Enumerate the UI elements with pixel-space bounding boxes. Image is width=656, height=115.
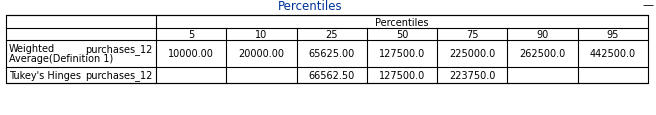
Text: purchases_12: purchases_12 xyxy=(86,70,153,81)
Text: 442500.0: 442500.0 xyxy=(590,49,636,59)
Text: 223750.0: 223750.0 xyxy=(449,70,495,80)
Text: 10000.00: 10000.00 xyxy=(168,49,214,59)
Text: Tukey's Hinges: Tukey's Hinges xyxy=(9,70,81,80)
Text: —: — xyxy=(642,0,653,10)
Text: 262500.0: 262500.0 xyxy=(520,49,565,59)
Text: 50: 50 xyxy=(396,30,408,40)
Text: 5: 5 xyxy=(188,30,194,40)
Text: Percentiles: Percentiles xyxy=(277,0,342,13)
Text: Average(Definition 1): Average(Definition 1) xyxy=(9,54,113,64)
Text: 225000.0: 225000.0 xyxy=(449,49,495,59)
Text: 20000.00: 20000.00 xyxy=(238,49,285,59)
Text: Percentiles: Percentiles xyxy=(375,17,429,27)
Text: 66562.50: 66562.50 xyxy=(308,70,355,80)
Text: purchases_12: purchases_12 xyxy=(86,44,153,55)
Text: Weighted: Weighted xyxy=(9,44,55,54)
Text: 127500.0: 127500.0 xyxy=(379,70,425,80)
Text: 95: 95 xyxy=(607,30,619,40)
Text: 10: 10 xyxy=(255,30,268,40)
Text: 75: 75 xyxy=(466,30,478,40)
Text: 25: 25 xyxy=(325,30,338,40)
Text: 90: 90 xyxy=(537,30,548,40)
Text: 65625.00: 65625.00 xyxy=(308,49,355,59)
Bar xyxy=(6,16,648,83)
Text: 127500.0: 127500.0 xyxy=(379,49,425,59)
